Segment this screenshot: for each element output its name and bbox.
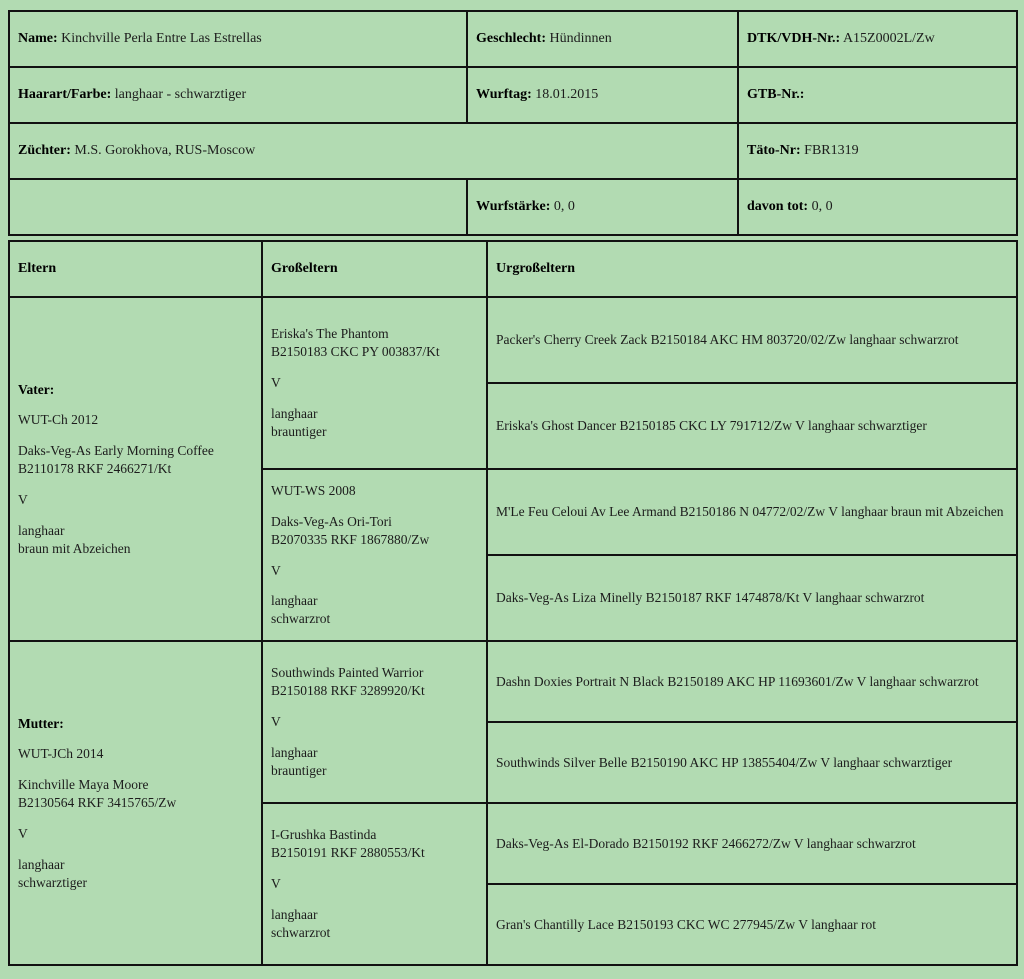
vater-title: WUT-Ch 2012 bbox=[18, 412, 99, 428]
column-header-grosseltern: Großeltern bbox=[261, 240, 488, 298]
great-grandparent-cell-8: Gran's Chantilly Lace B2150193 CKC WC 27… bbox=[486, 883, 1018, 966]
taeto-nr-label: Täto-Nr: bbox=[747, 143, 801, 158]
grandparent-4-color: schwarzrot bbox=[271, 924, 331, 940]
taeto-nr-value: FBR1319 bbox=[804, 143, 859, 158]
table-row: Gran's Chantilly Lace B2150193 CKC WC 27… bbox=[9, 883, 1018, 966]
dtk-vdh-nr-cell: DTK/VDH-Nr.: A15Z0002L/Zw bbox=[737, 10, 1018, 68]
grandparent-4-rating: V bbox=[271, 876, 281, 892]
grandparent-cell-2: WUT-WS 2008 Daks-Veg-As Ori-Tori B207033… bbox=[261, 468, 488, 642]
mutter-rating: V bbox=[18, 825, 28, 841]
mutter-color: schwarztiger bbox=[18, 874, 87, 890]
wurftag-cell: Wurftag: 18.01.2015 bbox=[466, 66, 739, 124]
grandparent-2-rating: V bbox=[271, 562, 281, 578]
haarart-farbe-label: Haarart/Farbe: bbox=[18, 87, 112, 102]
wurftag-value: 18.01.2015 bbox=[535, 87, 599, 102]
great-grandparent-cell-5: Dashn Doxies Portrait N Black B2150189 A… bbox=[486, 640, 1018, 723]
vater-cell: Vater: WUT-Ch 2012 Daks-Veg-As Early Mor… bbox=[8, 296, 263, 642]
info-row-2: Haarart/Farbe: langhaar - schwarztiger W… bbox=[8, 66, 1018, 124]
vater-reg-number: B2110178 RKF 2466271/Kt bbox=[18, 461, 172, 477]
info-row-3: Züchter: M.S. Gorokhova, RUS-Moscow Täto… bbox=[8, 122, 1018, 180]
grandparent-3-name: Southwinds Painted Warrior bbox=[271, 665, 424, 681]
vater-rating: V bbox=[18, 491, 28, 507]
vater-color: braun mit Abzeichen bbox=[18, 540, 131, 556]
davon-tot-label: davon tot: bbox=[747, 199, 809, 214]
geschlecht-cell: Geschlecht: Hündinnen bbox=[466, 10, 739, 68]
mutter-name: Kinchville Maya Moore bbox=[18, 777, 149, 793]
great-grandparent-cell-4: Daks-Veg-As Liza Minelly B2150187 RKF 14… bbox=[486, 554, 1018, 642]
gtb-nr-cell: GTB-Nr.: bbox=[737, 66, 1018, 124]
column-header-eltern: Eltern bbox=[8, 240, 263, 298]
grandparent-2-reg-number: B2070335 RKF 1867880/Zw bbox=[271, 531, 430, 547]
grandparent-4-coat: langhaar bbox=[271, 906, 318, 922]
vater-name: Daks-Veg-As Early Morning Coffee bbox=[18, 443, 214, 459]
vater-role-label: Vater: bbox=[18, 381, 55, 397]
grandparent-cell-3: Southwinds Painted Warrior B2150188 RKF … bbox=[261, 640, 488, 804]
great-grandparent-cell-7: Daks-Veg-As El-Dorado B2150192 RKF 24662… bbox=[486, 802, 1018, 885]
dtk-vdh-nr-value: A15Z0002L/Zw bbox=[842, 31, 935, 46]
table-row: Southwinds Silver Belle B2150190 AKC HP … bbox=[9, 721, 1018, 804]
zuechter-value: M.S. Gorokhova, RUS-Moscow bbox=[74, 143, 256, 158]
davon-tot-cell: davon tot: 0, 0 bbox=[737, 178, 1018, 236]
zuechter-label: Züchter: bbox=[18, 143, 71, 158]
mutter-cell: Mutter: WUT-JCh 2014 Kinchville Maya Moo… bbox=[8, 640, 263, 966]
grandparent-2-coat: langhaar bbox=[271, 593, 318, 609]
grandparent-1-name: Eriska's The Phantom bbox=[271, 326, 389, 342]
gtb-nr-label: GTB-Nr.: bbox=[747, 87, 805, 102]
pedigree-table: Eltern Großeltern Urgroßeltern Vater: WU… bbox=[8, 240, 1018, 966]
wurfstaerke-value: 0, 0 bbox=[553, 199, 575, 214]
mutter-title: WUT-JCh 2014 bbox=[18, 746, 104, 762]
great-grandparent-cell-2: Eriska's Ghost Dancer B2150185 CKC LY 79… bbox=[486, 382, 1018, 470]
table-row: Vater: WUT-Ch 2012 Daks-Veg-As Early Mor… bbox=[8, 296, 1018, 642]
grandparent-3-coat: langhaar bbox=[271, 744, 318, 760]
mutter-role-label: Mutter: bbox=[18, 715, 64, 731]
table-row: Daks-Veg-As Liza Minelly B2150187 RKF 14… bbox=[9, 554, 1018, 642]
table-row: WUT-WS 2008 Daks-Veg-As Ori-Tori B207033… bbox=[9, 468, 1018, 642]
grandparent-4-name: I-Grushka Bastinda bbox=[271, 827, 377, 843]
column-header-urgrosseltern: Urgroßeltern bbox=[486, 240, 1018, 298]
table-row: I-Grushka Bastinda B2150191 RKF 2880553/… bbox=[9, 802, 1018, 966]
wurfstaerke-label: Wurfstärke: bbox=[476, 199, 551, 214]
great-grandparent-cell-1: Packer's Cherry Creek Zack B2150184 AKC … bbox=[486, 296, 1018, 384]
geschlecht-value: Hündinnen bbox=[549, 31, 612, 46]
wurftag-label: Wurftag: bbox=[476, 87, 532, 102]
grandparent-1-color: brauntiger bbox=[271, 423, 327, 439]
taeto-nr-cell: Täto-Nr: FBR1319 bbox=[737, 122, 1018, 180]
table-row: Mutter: WUT-JCh 2014 Kinchville Maya Moo… bbox=[8, 640, 1018, 966]
info-row-4: Wurfstärke: 0, 0 davon tot: 0, 0 bbox=[8, 178, 1018, 236]
great-grandparent-cell-6: Southwinds Silver Belle B2150190 AKC HP … bbox=[486, 721, 1018, 804]
grandparent-1-coat: langhaar bbox=[271, 405, 318, 421]
wurfstaerke-cell: Wurfstärke: 0, 0 bbox=[466, 178, 739, 236]
haarart-farbe-value: langhaar - schwarztiger bbox=[114, 87, 247, 102]
grandparent-4-reg-number: B2150191 RKF 2880553/Kt bbox=[271, 845, 425, 861]
grandparent-1-rating: V bbox=[271, 375, 281, 391]
pedigree-header-row: Eltern Großeltern Urgroßeltern bbox=[8, 240, 1018, 298]
empty-cell bbox=[8, 178, 468, 236]
dog-info-table: Name: Kinchville Perla Entre Las Estrell… bbox=[8, 10, 1018, 236]
grandparent-2-name: Daks-Veg-As Ori-Tori bbox=[271, 513, 392, 529]
grandparent-3-reg-number: B2150188 RKF 3289920/Kt bbox=[271, 683, 425, 699]
mutter-coat: langhaar bbox=[18, 856, 65, 872]
great-grandparent-cell-3: M'Le Feu Celoui Av Lee Armand B2150186 N… bbox=[486, 468, 1018, 556]
zuechter-cell: Züchter: M.S. Gorokhova, RUS-Moscow bbox=[8, 122, 739, 180]
grandparent-1-reg-number: B2150183 CKC PY 003837/Kt bbox=[271, 344, 440, 360]
davon-tot-value: 0, 0 bbox=[811, 199, 833, 214]
table-row: Eriska's Ghost Dancer B2150185 CKC LY 79… bbox=[9, 382, 1018, 470]
grandparent-3-rating: V bbox=[271, 714, 281, 730]
grandparent-cell-4: I-Grushka Bastinda B2150191 RKF 2880553/… bbox=[261, 802, 488, 966]
info-row-1: Name: Kinchville Perla Entre Las Estrell… bbox=[8, 10, 1018, 68]
geschlecht-label: Geschlecht: bbox=[476, 31, 546, 46]
grandparent-2-color: schwarzrot bbox=[271, 611, 331, 627]
grandparent-cell-1: Eriska's The Phantom B2150183 CKC PY 003… bbox=[261, 296, 488, 470]
vater-coat: langhaar bbox=[18, 522, 65, 538]
grandparent-2-title: WUT-WS 2008 bbox=[271, 483, 356, 499]
dtk-vdh-nr-label: DTK/VDH-Nr.: bbox=[747, 31, 841, 46]
name-cell: Name: Kinchville Perla Entre Las Estrell… bbox=[8, 10, 468, 68]
name-value: Kinchville Perla Entre Las Estrellas bbox=[61, 31, 262, 46]
name-label: Name: bbox=[18, 31, 58, 46]
haarart-farbe-cell: Haarart/Farbe: langhaar - schwarztiger bbox=[8, 66, 468, 124]
mutter-reg-number: B2130564 RKF 3415765/Zw bbox=[18, 795, 177, 811]
grandparent-3-color: brauntiger bbox=[271, 762, 327, 778]
